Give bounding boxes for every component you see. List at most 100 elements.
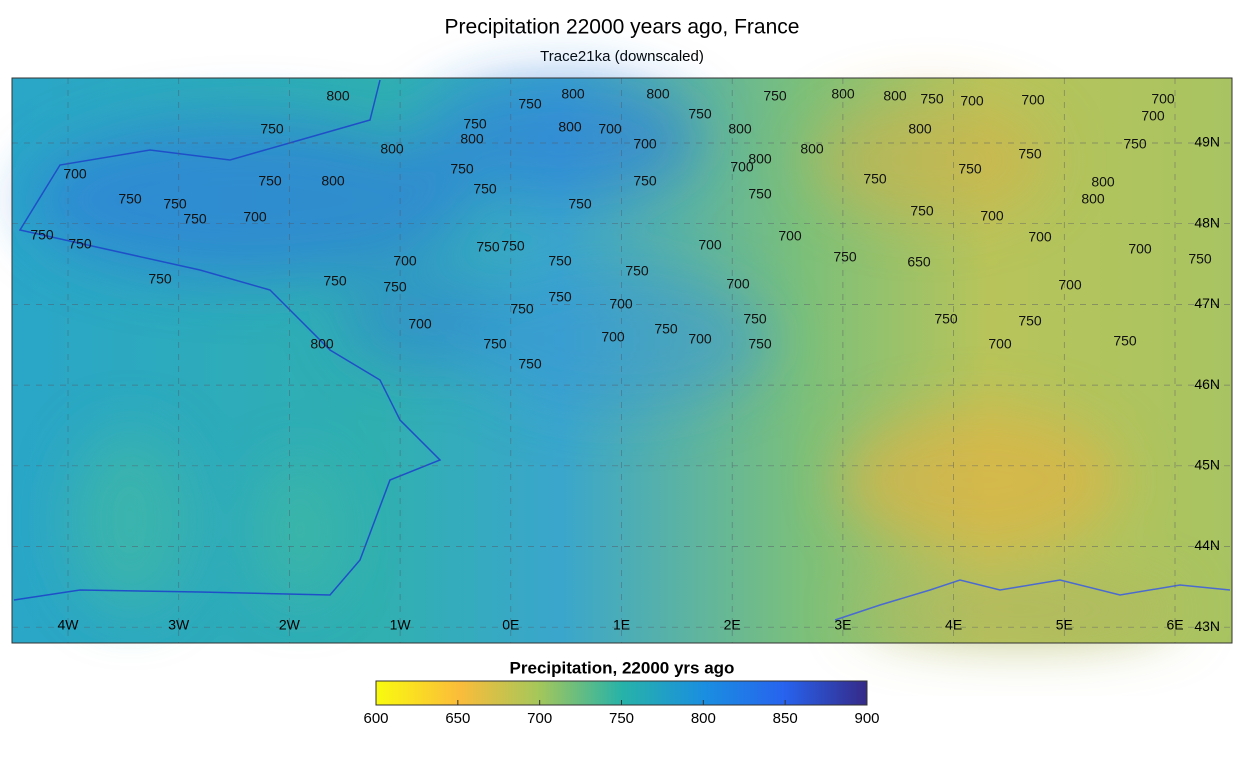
- lat-label: 48N: [1194, 214, 1220, 230]
- colorbar-tick-label: 900: [854, 710, 879, 727]
- lon-label: 5E: [1056, 617, 1073, 633]
- contour-label: 750: [568, 196, 592, 212]
- contour-label: 700: [1151, 91, 1175, 107]
- contour-label: 700: [601, 329, 625, 345]
- lon-label: 4E: [945, 617, 962, 633]
- contour-label: 750: [183, 211, 207, 227]
- contour-label: 700: [1028, 229, 1052, 245]
- contour-label: 700: [63, 166, 87, 182]
- contour-label: 800: [831, 86, 855, 102]
- contour-label: 700: [688, 331, 712, 347]
- subtitle: Trace21ka (downscaled): [540, 48, 704, 65]
- lon-label: 1E: [613, 617, 630, 633]
- contour-label: 750: [30, 227, 54, 243]
- contour-label: 750: [1188, 251, 1212, 267]
- contour-label: 800: [748, 151, 772, 167]
- contour-label: 750: [910, 203, 934, 219]
- contour-label: 800: [728, 121, 752, 137]
- contour-label: 800: [380, 141, 404, 157]
- contour-label: 750: [518, 96, 542, 112]
- contour-label: 750: [118, 191, 142, 207]
- contour-label: 750: [473, 181, 497, 197]
- contour-label: 750: [833, 249, 857, 265]
- lon-label: 6E: [1166, 617, 1183, 633]
- contour-label: 750: [518, 356, 542, 372]
- contour-label: 700: [633, 136, 657, 152]
- precip-field: [30, 80, 1180, 640]
- contour-label: 750: [258, 173, 282, 189]
- contour-label: 700: [393, 253, 417, 269]
- contour-label: 750: [323, 273, 347, 289]
- lon-label: 2W: [279, 617, 301, 633]
- contour-label: 700: [1021, 92, 1045, 108]
- contour-label: 750: [1018, 313, 1042, 329]
- contour-label: 750: [476, 239, 500, 255]
- contour-label: 700: [980, 208, 1004, 224]
- colorbar-tick-label: 850: [773, 710, 798, 727]
- contour-label: 800: [1091, 174, 1115, 190]
- colorbar-tick-label: 650: [445, 710, 470, 727]
- contour-label: 750: [748, 186, 772, 202]
- contour-label: 700: [778, 228, 802, 244]
- contour-label: 800: [800, 141, 824, 157]
- contour-label: 750: [383, 279, 407, 295]
- contour-label: 750: [1113, 333, 1137, 349]
- contour-label: 750: [163, 196, 187, 212]
- lat-label: 44N: [1194, 537, 1220, 553]
- lon-label: 4W: [58, 617, 80, 633]
- contour-label: 700: [1058, 277, 1082, 293]
- contour-label: 750: [68, 236, 92, 252]
- title: Precipitation 22000 years ago, France: [445, 16, 800, 39]
- contour-label: 650: [907, 254, 931, 270]
- contour-label: 750: [748, 336, 772, 352]
- contour-label: 700: [1128, 241, 1152, 257]
- contour-label: 750: [863, 171, 887, 187]
- lon-label: 2E: [724, 617, 741, 633]
- coastline: [13, 79, 442, 601]
- colorbar-tick-label: 700: [527, 710, 552, 727]
- contour-label: 700: [598, 121, 622, 137]
- lon-label: 3E: [834, 617, 851, 633]
- contour-label: 800: [883, 88, 907, 104]
- contour-label: 750: [501, 238, 525, 254]
- lat-label: 45N: [1194, 457, 1220, 473]
- graticule: [12, 78, 1232, 643]
- contour-label: 750: [548, 289, 572, 305]
- map-frame: [11, 77, 1233, 644]
- contour-label: 800: [908, 121, 932, 137]
- contour-label: 750: [958, 161, 982, 177]
- lon-label: 1W: [390, 617, 412, 633]
- contour-label: 700: [698, 237, 722, 253]
- contour-label: 750: [688, 106, 712, 122]
- contour-label: 800: [321, 173, 345, 189]
- contour-label: 700: [408, 316, 432, 332]
- contour-label: 800: [558, 119, 582, 135]
- contour-label: 700: [726, 276, 750, 292]
- contour-label: 700: [960, 93, 984, 109]
- lat-label: 46N: [1194, 376, 1220, 392]
- contour-label: 700: [1141, 108, 1165, 124]
- contour-label: 750: [934, 311, 958, 327]
- contour-label: 700: [243, 209, 267, 225]
- contour-label: 700: [730, 159, 754, 175]
- contour-label: 750: [920, 91, 944, 107]
- contour-label: 800: [326, 88, 350, 104]
- contour-label: 750: [260, 121, 284, 137]
- contour-label: 750: [1123, 136, 1147, 152]
- contour-label: 700: [988, 336, 1012, 352]
- colorbar-tick-label: 600: [363, 710, 388, 727]
- lon-label: 0E: [502, 617, 519, 633]
- contour-label: 750: [625, 263, 649, 279]
- contour-label: 750: [450, 161, 474, 177]
- contour-label: 800: [310, 336, 334, 352]
- contour-label: 700: [609, 296, 633, 312]
- contour-label: 750: [654, 321, 678, 337]
- colorbar-tick-label: 750: [609, 710, 634, 727]
- contour-label: 750: [633, 173, 657, 189]
- contour-label: 750: [510, 301, 534, 317]
- contour-label: 750: [1018, 146, 1042, 162]
- map: 4W 3W 2W 1W 0E 1E 2E 3E 4E 5E 6E 49N 48N 47N 46N 45N 44N…: [11, 77, 1233, 644]
- contour-label: 800: [460, 131, 484, 147]
- colorbar-label: Precipitation, 22000 yrs ago: [510, 658, 735, 677]
